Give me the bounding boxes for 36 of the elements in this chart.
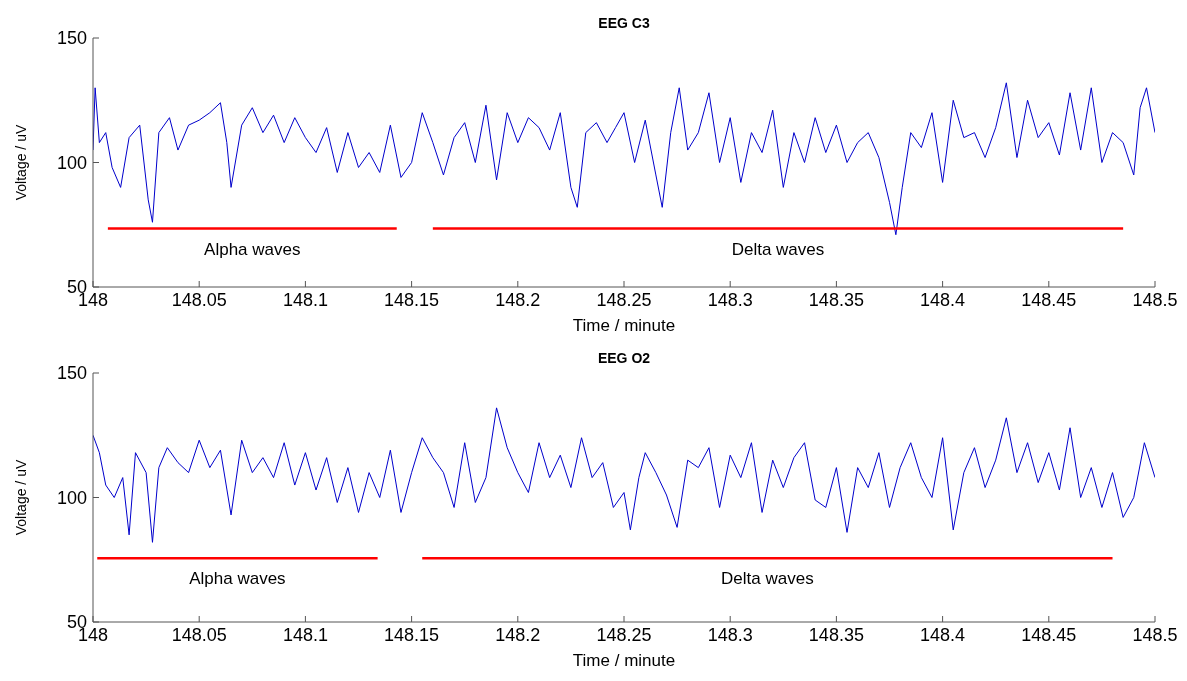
- x-tick-label: 148.05: [171, 289, 227, 310]
- chart-title: EEG C3: [598, 15, 650, 31]
- y-axis-title: Voltage / uV: [12, 459, 29, 536]
- line-series: [93, 82, 1155, 236]
- x-tick-label: 148.4: [920, 289, 966, 310]
- x-tick-label: 148.4: [920, 624, 966, 645]
- x-axis-title: Time / minute: [572, 651, 676, 670]
- x-tick-label: 148.2: [495, 289, 541, 310]
- x-tick-label: 148.3: [707, 289, 753, 310]
- x-tick-label: 148.45: [1021, 624, 1077, 645]
- x-tick-label: 148.25: [596, 624, 652, 645]
- x-tick-label: 148.2: [495, 624, 541, 645]
- x-tick-label: 148.15: [384, 624, 440, 645]
- x-axis-title: Time / minute: [572, 316, 676, 335]
- x-tick-label: 148.25: [596, 289, 652, 310]
- y-tick-label: 100: [56, 152, 87, 173]
- annotation: Delta waves: [721, 569, 814, 589]
- y-tick-label: 100: [56, 487, 87, 508]
- line-series: [93, 407, 1155, 543]
- x-tick-label: 148.1: [282, 289, 328, 310]
- x-tick-label: 148.15: [384, 289, 440, 310]
- x-tick-label: 148.1: [282, 624, 328, 645]
- y-tick-label: 150: [56, 363, 87, 384]
- x-tick-label: 148.45: [1021, 289, 1077, 310]
- y-axis-title: Voltage / uV: [12, 124, 29, 201]
- x-tick-label: 148.35: [808, 624, 864, 645]
- x-tick-label: 148.35: [808, 289, 864, 310]
- chart-title: EEG O2: [597, 350, 651, 366]
- x-tick-label: 148.05: [171, 624, 227, 645]
- x-tick-label: 148.5: [1132, 289, 1178, 310]
- annotation: Delta waves: [731, 239, 825, 259]
- annotation: Alpha waves: [204, 239, 301, 259]
- annotation: Alpha waves: [189, 569, 286, 589]
- x-tick-label: 148.5: [1132, 624, 1178, 645]
- x-tick-label: 148.3: [707, 624, 753, 645]
- y-tick-label: 150: [56, 28, 87, 49]
